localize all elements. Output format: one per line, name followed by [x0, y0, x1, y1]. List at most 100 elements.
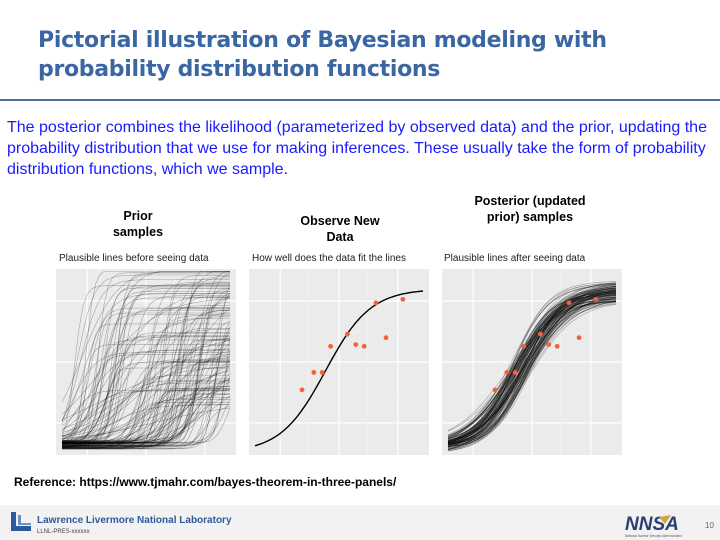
posterior-curve: [447, 287, 617, 444]
posterior-curve: [447, 288, 617, 448]
posterior-curve: [447, 296, 617, 442]
posterior-chart: [442, 269, 622, 455]
page-number: 10: [705, 521, 714, 530]
prior-curve: [62, 321, 231, 450]
posterior-curve: [447, 286, 617, 444]
prior-curve: [62, 289, 231, 445]
posterior-curve: [447, 301, 617, 442]
posterior-curve: [447, 288, 617, 450]
prior-curve: [62, 275, 230, 449]
prior-curve: [61, 328, 231, 440]
posterior-curve: [447, 288, 617, 452]
prior-curve: [62, 287, 230, 442]
prior-curve: [62, 375, 231, 446]
prior-curve: [62, 283, 230, 446]
data-point: [345, 331, 350, 337]
data-point: [538, 331, 543, 337]
prior-curve: [61, 349, 231, 427]
prior-curve: [61, 388, 231, 440]
posterior-curve: [447, 294, 617, 444]
prior-curve: [61, 285, 230, 437]
posterior-curve: [447, 291, 617, 443]
posterior-curve: [447, 297, 617, 436]
prior-curve: [61, 312, 230, 449]
posterior-curve: [447, 286, 617, 444]
prior-curve: [61, 315, 231, 437]
posterior-curve: [447, 293, 617, 447]
prior-curve: [62, 381, 230, 443]
posterior-curve: [447, 296, 617, 446]
posterior-curve: [447, 288, 617, 445]
likelihood-plot: [249, 269, 429, 455]
posterior-curve: [447, 290, 617, 451]
prior-curve: [61, 397, 230, 443]
posterior-curve: [447, 291, 617, 445]
posterior-curve: [447, 293, 617, 445]
posterior-curve: [447, 299, 617, 440]
prior-curve: [61, 295, 231, 443]
grid-lines: [56, 269, 236, 455]
data-point: [593, 296, 599, 302]
prior-curve: [62, 309, 231, 443]
prior-curve: [62, 350, 231, 446]
posterior-curve: [447, 300, 617, 439]
posterior-curve: [447, 293, 617, 442]
posterior-curve: [447, 289, 617, 450]
posterior-curve: [447, 298, 617, 448]
reference-text: Reference: https://www.tjmahr.com/bayes-…: [14, 475, 397, 489]
posterior-curve: [447, 296, 617, 446]
prior-curve: [62, 355, 231, 444]
llnl-logo-icon: [11, 512, 31, 531]
prior-curve: [62, 377, 231, 448]
prior-curve: [61, 396, 231, 446]
fit-curve: [254, 290, 424, 447]
posterior-curve: [447, 298, 617, 438]
nnsa-logo-icon: NNSA National Nuclear Security Administr…: [625, 514, 682, 538]
data-points: [299, 296, 406, 393]
prior-curve: [62, 344, 231, 446]
prior-curve: [62, 340, 230, 443]
prior-curve: [62, 408, 231, 444]
posterior-curve: [447, 290, 617, 450]
prior-curve: [62, 331, 231, 445]
posterior-curve: [447, 295, 617, 438]
posterior-curve: [447, 285, 617, 441]
prior-curve: [61, 284, 230, 441]
prior-curves: [61, 271, 231, 450]
prior-curve: [61, 298, 231, 415]
posterior-curve: [447, 298, 617, 445]
prior-curve: [62, 351, 231, 446]
prior-curve: [61, 404, 230, 442]
posterior-curve: [447, 295, 617, 452]
prior-curve: [62, 388, 230, 448]
posterior-curve: [447, 284, 617, 444]
prior-curve: [62, 337, 231, 444]
posterior-curve: [447, 301, 617, 447]
posterior-curve: [447, 300, 617, 442]
posterior-curve: [447, 291, 617, 450]
posterior-curve: [447, 287, 617, 445]
posterior-curve: [447, 289, 617, 441]
prior-curve: [62, 337, 231, 443]
posterior-curve: [447, 289, 617, 432]
posterior-curve: [447, 289, 617, 441]
prior-curve: [61, 297, 231, 437]
release-number: LLNL-PRES-xxxxxx: [37, 529, 90, 535]
posterior-curve: [447, 295, 617, 444]
data-point: [328, 343, 333, 349]
data-point: [361, 343, 367, 349]
prior-curve: [62, 378, 231, 444]
posterior-curve: [447, 290, 617, 442]
prior-curve: [62, 295, 230, 445]
data-point: [373, 300, 379, 306]
prior-curve: [61, 339, 230, 446]
prior-curve: [61, 340, 231, 433]
posterior-curve: [447, 293, 617, 440]
posterior-curve: [447, 300, 617, 440]
posterior-curve: [447, 288, 617, 443]
prior-curve: [62, 363, 231, 445]
prior-curve: [62, 288, 230, 448]
panel-title-prior: Plausible lines before seeing data: [59, 253, 209, 264]
posterior-curve: [447, 292, 617, 446]
posterior-curve: [447, 303, 617, 449]
